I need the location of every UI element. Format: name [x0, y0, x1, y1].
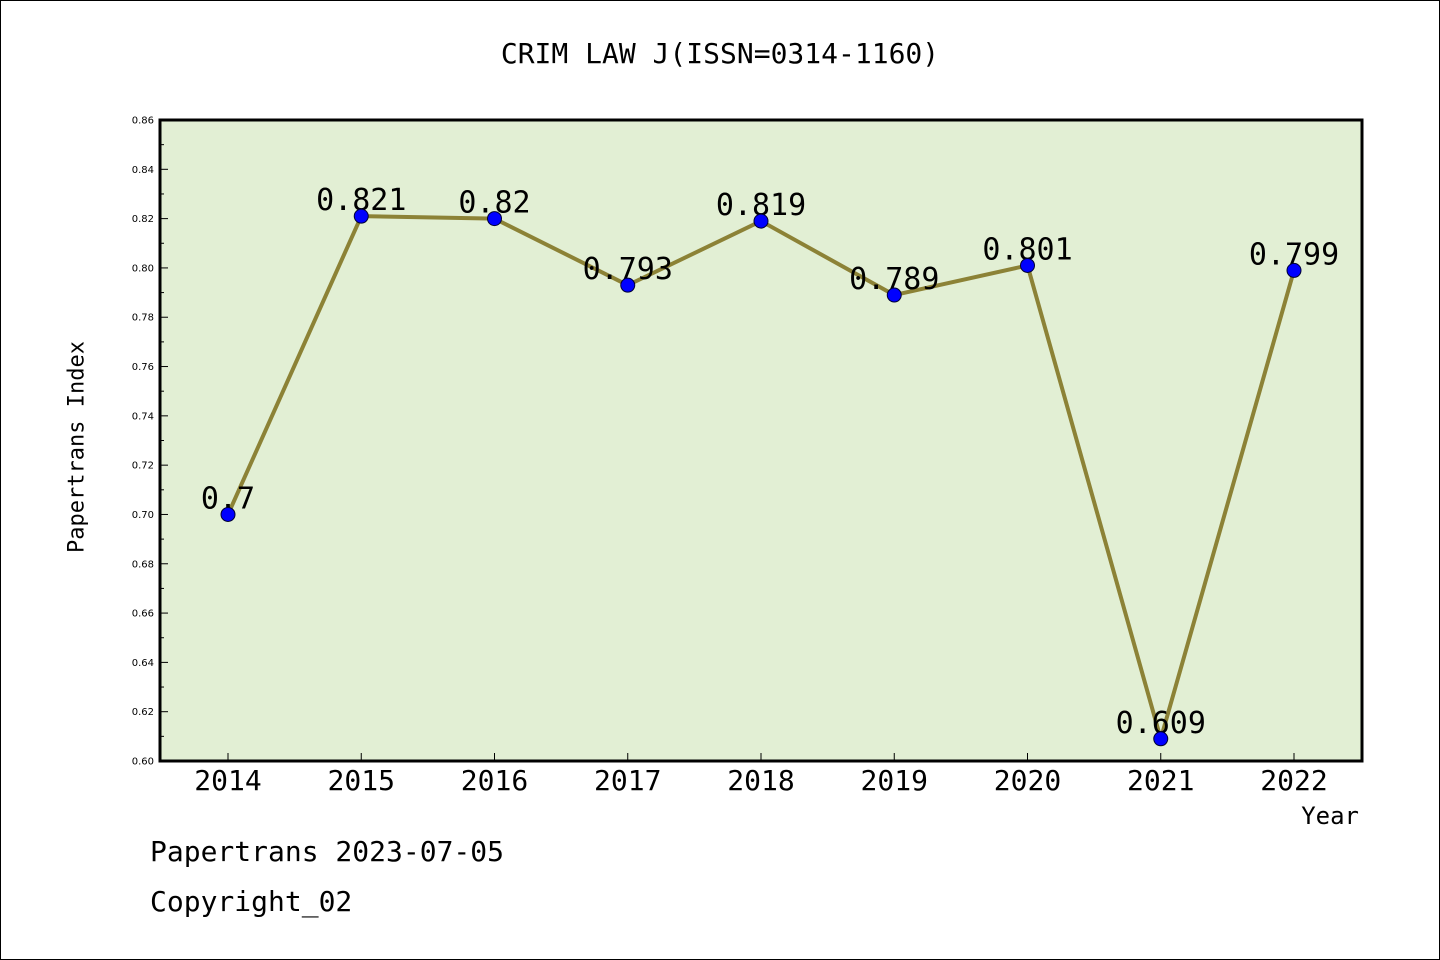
y-tick-label: 0.66	[132, 609, 154, 620]
x-tick-label: 2017	[594, 764, 661, 797]
x-tick-label: 2020	[994, 764, 1061, 797]
y-tick-label: 0.68	[132, 559, 154, 570]
y-tick-label: 0.76	[132, 362, 154, 373]
y-tick-label: 0.74	[132, 411, 154, 422]
y-tick-label: 0.64	[132, 658, 154, 669]
data-point	[1020, 257, 1035, 273]
x-tick-label: 2016	[461, 764, 528, 797]
data-point	[753, 213, 769, 229]
y-tick-label: 0.70	[132, 510, 154, 521]
data-point	[620, 277, 636, 293]
x-tick-label: 2014	[194, 764, 261, 797]
y-tick-label: 0.82	[132, 214, 154, 225]
y-tick-label: 0.62	[132, 707, 154, 718]
y-tick-label: 0.78	[132, 313, 154, 324]
data-point	[220, 506, 236, 522]
data-point	[1153, 731, 1169, 747]
data-point	[487, 211, 502, 227]
x-tick-label: 2021	[1127, 764, 1194, 797]
data-point	[886, 287, 902, 303]
footer-copyright: Copyright_02	[150, 885, 353, 918]
footer-date: Papertrans 2023-07-05	[150, 835, 505, 868]
y-tick-label: 0.60	[132, 757, 154, 768]
x-tick-label: 2018	[727, 764, 794, 797]
y-tick-label: 0.80	[132, 263, 154, 274]
y-tick-label: 0.86	[132, 116, 154, 127]
y-tick-label: 0.72	[132, 461, 154, 472]
plot-border	[158, 118, 1364, 763]
chart-title: CRIM LAW J(ISSN=0314-1160)	[500, 37, 940, 70]
x-axis-label: Year	[1301, 802, 1359, 830]
data-point	[1286, 262, 1302, 278]
data-point	[353, 208, 369, 224]
x-tick-label: 2019	[861, 764, 928, 797]
y-tick-label: 0.84	[132, 165, 154, 176]
x-tick-label: 2015	[328, 764, 395, 797]
x-tick-label: 2022	[1260, 764, 1327, 797]
